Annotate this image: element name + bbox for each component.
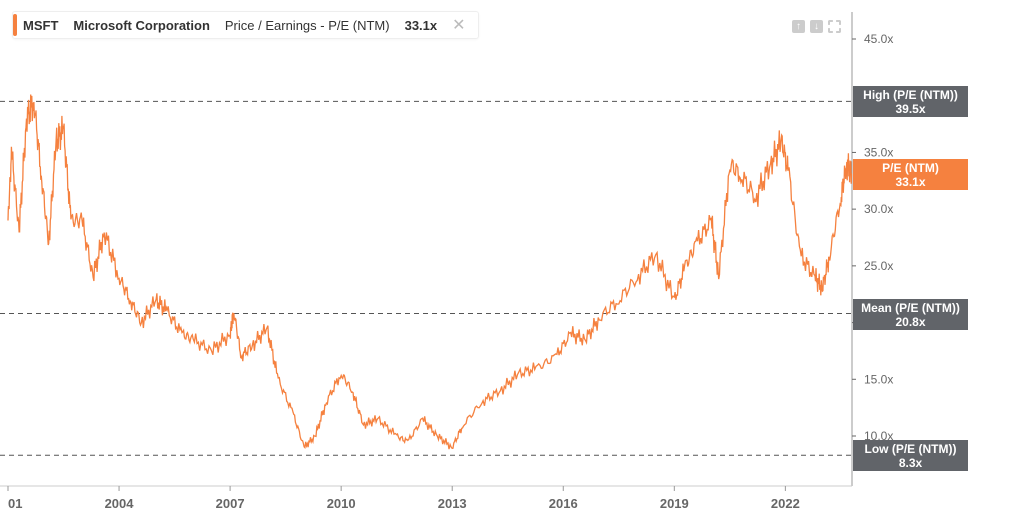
y-tick-label: 25.0x xyxy=(864,259,893,273)
x-tick-label: 01 xyxy=(8,496,22,511)
close-icon[interactable]: ✕ xyxy=(452,17,466,34)
low-tag: Low (P/E (NTM)) 8.3x xyxy=(853,440,968,471)
y-tick-label: 35.0x xyxy=(864,145,893,159)
high-tag: High (P/E (NTM)) 39.5x xyxy=(853,86,968,117)
x-tick-label: 2010 xyxy=(327,496,356,511)
legend-company: Microsoft Corporation xyxy=(73,17,210,33)
y-tick-label: 10.0x xyxy=(864,429,893,443)
x-tick-label: 2004 xyxy=(105,496,135,511)
legend-chip: MSFT Microsoft Corporation Price / Earni… xyxy=(12,11,479,39)
y-tick-label: 30.0x xyxy=(864,202,893,216)
legend-ticker: MSFT xyxy=(23,17,59,33)
arrow-up-icon[interactable]: ↑ xyxy=(792,20,805,33)
x-tick-label: 2007 xyxy=(216,496,245,511)
fullscreen-icon[interactable] xyxy=(828,20,841,33)
y-tick-label: 15.0x xyxy=(864,372,893,386)
high-tag-label: High (P/E (NTM)) xyxy=(863,88,958,102)
series-color-bar xyxy=(13,14,17,36)
legend-metric: Price / Earnings - P/E (NTM) xyxy=(224,17,390,33)
low-tag-value: 8.3x xyxy=(898,456,923,470)
mean-tag-value: 20.8x xyxy=(895,315,926,329)
mean-tag: Mean (P/E (NTM)) 20.8x xyxy=(853,299,968,330)
high-tag-value: 39.5x xyxy=(895,102,926,116)
current-tag-value: 33.1x xyxy=(895,175,926,189)
mean-tag-label: Mean (P/E (NTM)) xyxy=(861,301,960,315)
arrow-down-icon[interactable]: ↓ xyxy=(810,20,823,33)
current-tag: P/E (NTM) 33.1x xyxy=(853,159,968,190)
legend-value: 33.1x xyxy=(404,17,438,33)
x-tick-label: 2022 xyxy=(771,496,800,511)
x-tick-label: 2019 xyxy=(660,496,689,511)
x-tick-label: 2016 xyxy=(549,496,578,511)
pe-series-line xyxy=(7,94,853,450)
y-tick-label: 45.0x xyxy=(864,32,893,46)
low-tag-label: Low (P/E (NTM)) xyxy=(864,442,957,456)
current-tag-label: P/E (NTM) xyxy=(882,161,939,175)
x-tick-label: 2013 xyxy=(438,496,467,511)
chart-tools: ↑ ↓ xyxy=(792,20,841,33)
